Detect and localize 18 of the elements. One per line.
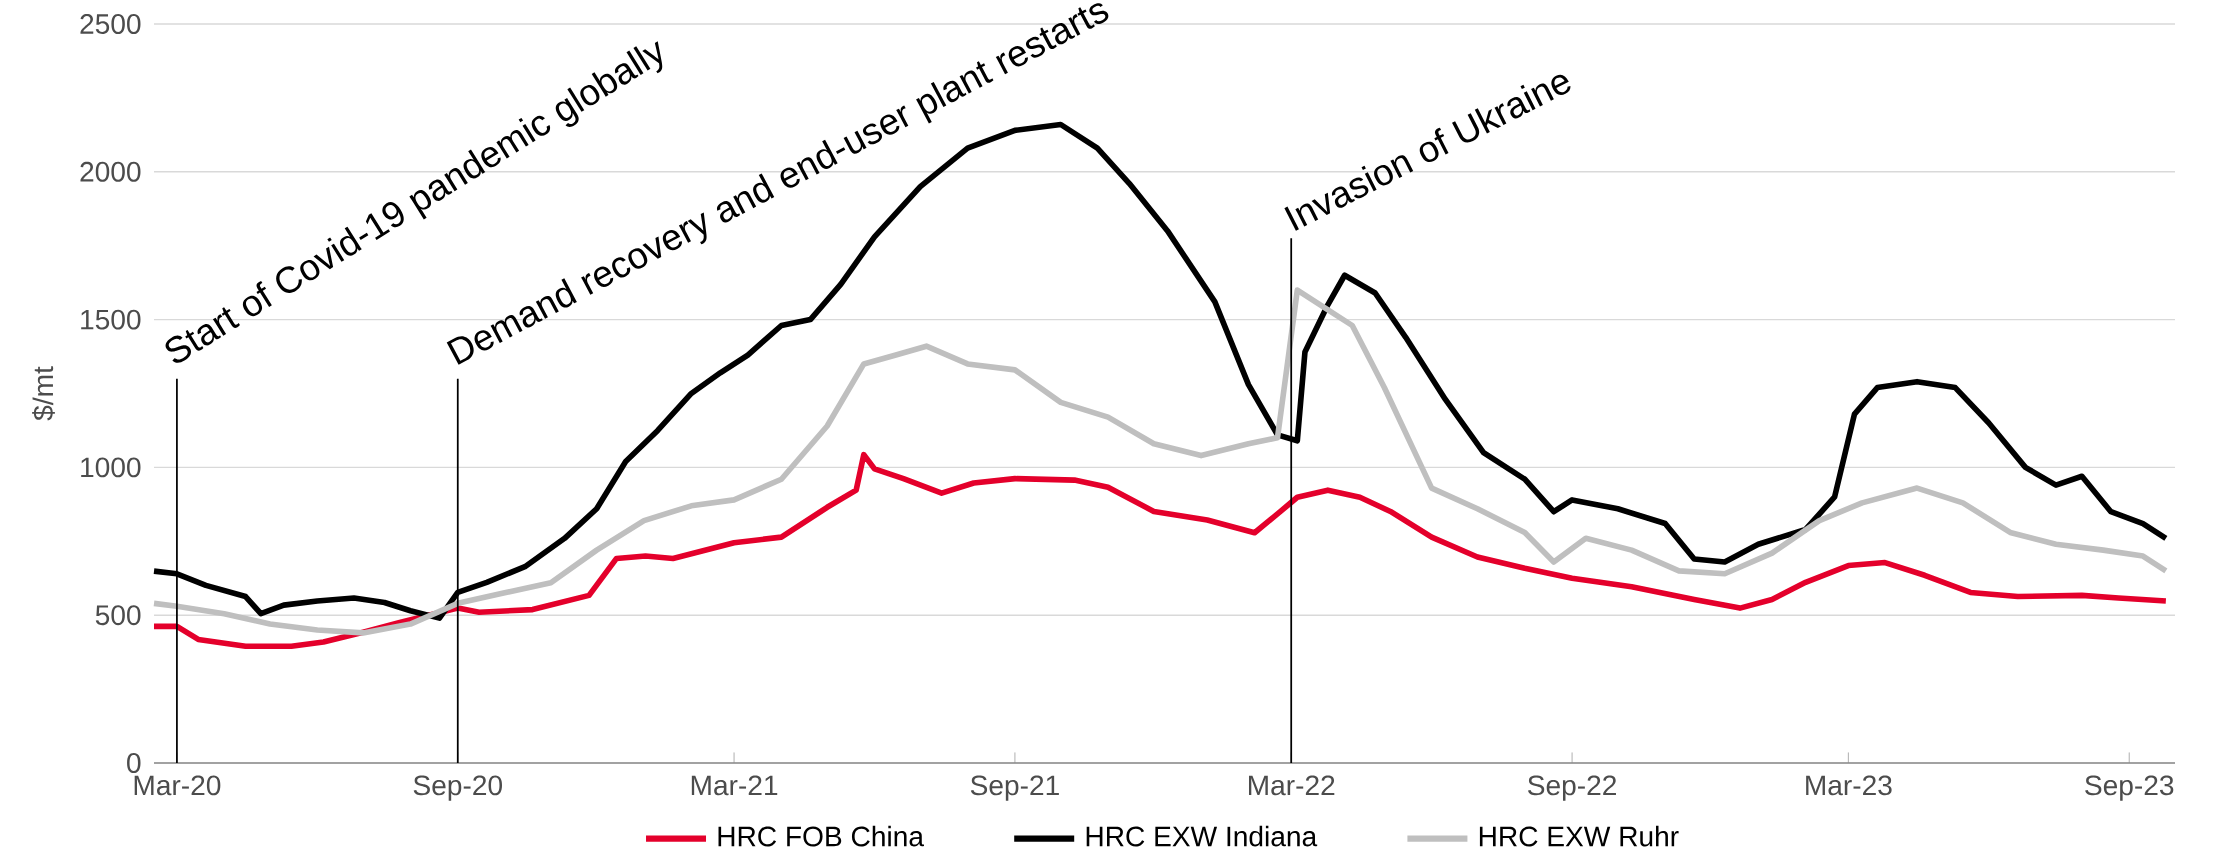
legend-label: HRC EXW Indiana: [1086, 825, 1318, 847]
x-tick-label: Mar-23: [1806, 775, 1892, 796]
y-tick-label: 0: [127, 753, 141, 773]
x-tick-label: Sep-20: [413, 775, 503, 801]
x-tick-label: Mar-20: [134, 775, 221, 796]
x-tick-label: Mar-21: [691, 775, 778, 796]
y-axis-title: $/mt: [32, 366, 55, 421]
y-tick-label: 1000: [81, 457, 141, 478]
y-tick-label: 1500: [81, 309, 141, 330]
x-tick-label: Sep-22: [1528, 775, 1616, 801]
x-tick-label: Mar-22: [1248, 775, 1335, 796]
x-tick-label: Sep-21: [970, 775, 1059, 801]
y-tick-label: 2000: [80, 161, 141, 182]
legend-label: HRC EXW Ruhr: [1479, 825, 1679, 847]
y-tick-label: 500: [95, 605, 141, 626]
y-tick-label: 2500: [80, 14, 141, 34]
x-tick-label: Sep-23: [2085, 775, 2174, 801]
legend-label: HRC FOB China: [718, 825, 924, 847]
